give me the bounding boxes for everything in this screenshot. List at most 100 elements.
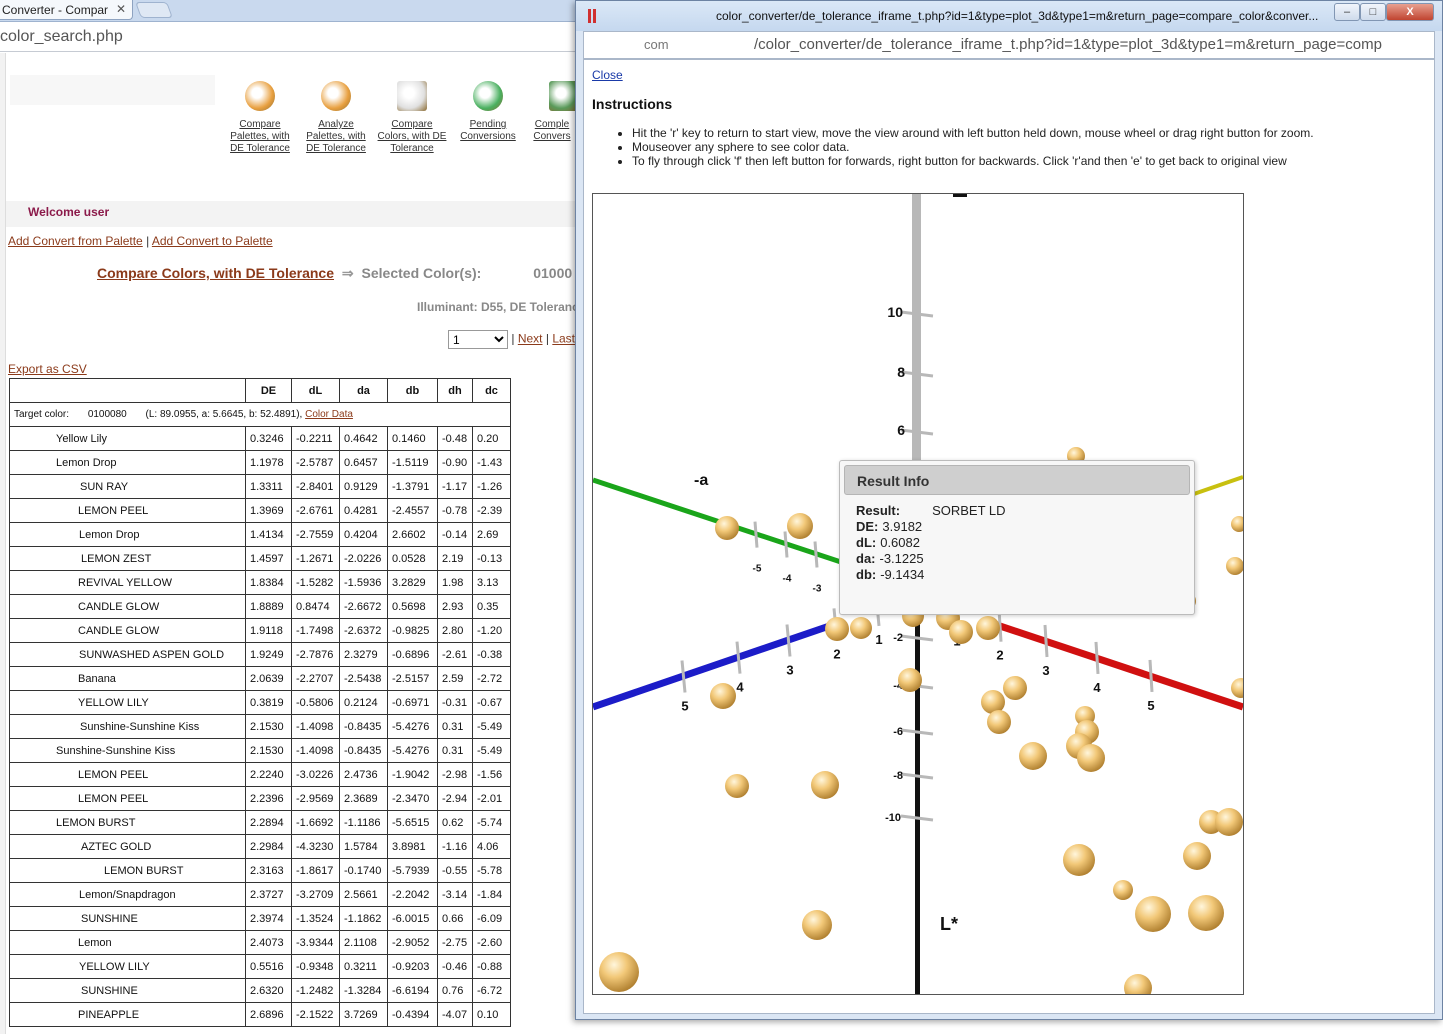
dc-cell: -1.84 xyxy=(472,882,511,907)
color-name: LEMON BURST xyxy=(56,816,136,829)
color-sphere[interactable] xyxy=(802,910,832,940)
color-sphere[interactable] xyxy=(1188,895,1224,931)
l-axis-tick xyxy=(900,310,934,318)
color-sphere[interactable] xyxy=(825,617,849,641)
l-axis-tick-label: 10 xyxy=(887,304,903,320)
color-name: REVIVAL YELLOW xyxy=(78,576,172,589)
result-label: Result: xyxy=(856,503,901,518)
color-sphere[interactable] xyxy=(1135,896,1171,932)
target-color-cell: Target color: 0100080 (L: 89.0955, a: 5.… xyxy=(9,402,511,427)
dl-cell: 0.8474 xyxy=(291,594,340,619)
color-sphere[interactable] xyxy=(1231,516,1243,532)
result-db-row: db: -9.1434 xyxy=(856,567,924,582)
color-sphere[interactable] xyxy=(1113,880,1133,900)
browser-tab[interactable]: Converter - Compar ✕ xyxy=(0,0,133,20)
de-cell: 1.4597 xyxy=(245,546,292,571)
minimize-button[interactable]: – xyxy=(1334,3,1360,21)
de-cell: 1.1978 xyxy=(245,450,292,475)
color-sphere[interactable] xyxy=(599,952,639,992)
color-sphere[interactable] xyxy=(949,620,973,644)
color-sphere[interactable] xyxy=(898,668,922,692)
color-sphere[interactable] xyxy=(981,690,1005,714)
welcome-text: Welcome user xyxy=(28,205,110,219)
nav-item[interactable]: Compare Palettes, with DE Tolerance xyxy=(225,81,295,155)
color-sphere[interactable] xyxy=(850,617,872,639)
add-convert-from-palette-link[interactable]: Add Convert from Palette xyxy=(8,234,143,248)
maximize-button[interactable]: □ xyxy=(1360,3,1386,21)
color-sphere[interactable] xyxy=(1019,742,1047,770)
result-name-row: Result: SORBET LD xyxy=(856,503,1006,518)
color-sphere[interactable] xyxy=(725,774,749,798)
l-axis-tick-label: -6 xyxy=(893,726,903,738)
next-page-link[interactable]: Next xyxy=(517,331,543,346)
page-select[interactable]: 1 xyxy=(448,330,508,349)
dh-cell: -1.16 xyxy=(437,834,473,859)
color-sphere[interactable] xyxy=(787,513,813,539)
nav-item-label: Compare Colors, with DE Tolerance xyxy=(377,119,447,154)
nav-item[interactable]: Comple Convers xyxy=(529,81,599,143)
nav-item[interactable]: Compare Colors, with DE Tolerance xyxy=(377,81,447,155)
de-cell: 0.3246 xyxy=(245,426,292,451)
dc-cell: -1.43 xyxy=(472,450,511,475)
color-name: LEMON PEEL xyxy=(78,792,149,805)
color-sphere[interactable] xyxy=(1215,808,1243,836)
color-name-cell: LEMON PEEL xyxy=(9,786,246,811)
app-icon xyxy=(588,9,596,23)
db-cell: -5.7939 xyxy=(387,858,438,883)
db-cell: 0.0528 xyxy=(387,546,438,571)
color-name: LEMON BURST xyxy=(104,864,184,877)
color-data-link[interactable]: Color Data xyxy=(305,409,353,420)
db-cell: -0.6896 xyxy=(387,642,438,667)
popup-url-bar[interactable]: com /color_converter/de_tolerance_iframe… xyxy=(583,31,1435,59)
nav-item-label: Analyze Palettes, with DE Tolerance xyxy=(306,119,366,154)
color-sphere[interactable] xyxy=(710,683,736,709)
color-sphere[interactable] xyxy=(811,771,839,799)
color-sphere[interactable] xyxy=(715,516,739,540)
new-tab-button[interactable] xyxy=(135,2,173,18)
blue-axis-tick-label: 1 xyxy=(875,632,882,647)
color-sphere[interactable] xyxy=(1063,844,1095,876)
color-sphere[interactable] xyxy=(976,616,1000,640)
db-cell: -6.6194 xyxy=(387,978,438,1003)
color-name: LEMON PEEL xyxy=(78,504,149,517)
table-row: YELLOW LILY 0.5516 -0.9348 0.3211 -0.9203 -0.… xyxy=(9,954,511,979)
compare-colors-link[interactable]: Compare Colors, with DE Tolerance xyxy=(97,265,335,281)
nav-item[interactable]: Pending Conversions xyxy=(453,81,523,143)
window-close-button[interactable]: X xyxy=(1386,3,1434,21)
color-sphere[interactable] xyxy=(987,710,1011,734)
popup-title-bar[interactable]: color_converter/de_tolerance_iframe_t.ph… xyxy=(576,1,1442,31)
pager-separator: | xyxy=(511,331,515,346)
color-sphere[interactable] xyxy=(1124,974,1152,994)
db-cell: 2.6602 xyxy=(387,522,438,547)
dl-cell: -2.2707 xyxy=(291,666,340,691)
green-axis-tick xyxy=(813,541,819,568)
nav-item[interactable]: Analyze Palettes, with DE Tolerance xyxy=(301,81,371,155)
export-csv-link[interactable]: Export as CSV xyxy=(8,362,87,376)
color-name: CANDLE GLOW xyxy=(78,624,160,637)
color-sphere[interactable] xyxy=(1183,842,1211,870)
blue-axis-tick xyxy=(680,660,687,693)
da-cell: 2.1108 xyxy=(339,930,388,955)
color-sphere[interactable] xyxy=(1003,676,1027,700)
header-da: da xyxy=(339,378,388,403)
add-convert-to-palette-link[interactable]: Add Convert to Palette xyxy=(151,234,273,248)
dl-cell: -2.7876 xyxy=(291,642,340,667)
color-name-cell: Lemon Drop xyxy=(9,450,246,475)
table-row: LEMON PEEL 1.3969 -2.6761 0.4281 -2.4557 -0.7… xyxy=(9,498,511,523)
color-sphere[interactable] xyxy=(1226,557,1243,575)
color-sphere[interactable] xyxy=(1077,744,1105,772)
dc-cell: 0.10 xyxy=(472,1002,511,1027)
convert-links: Add Convert from Palette | Add Convert t… xyxy=(8,234,273,248)
last-page-link[interactable]: Last xyxy=(552,331,575,346)
color-sphere[interactable] xyxy=(1231,678,1243,698)
de-cell: 2.4073 xyxy=(245,930,292,955)
de-cell: 2.3163 xyxy=(245,858,292,883)
dc-cell: 4.06 xyxy=(472,834,511,859)
table-row: PINEAPPLE 2.6896 -2.1522 3.7269 -0.4394 -4.07… xyxy=(9,1002,511,1027)
table-row: LEMON PEEL 2.2396 -2.9569 2.3689 -2.3470 -2.9… xyxy=(9,786,511,811)
db-cell: 0.5698 xyxy=(387,594,438,619)
dh-cell: 2.19 xyxy=(437,546,473,571)
tab-close-icon[interactable]: ✕ xyxy=(115,2,126,16)
close-link[interactable]: Close xyxy=(592,68,623,82)
